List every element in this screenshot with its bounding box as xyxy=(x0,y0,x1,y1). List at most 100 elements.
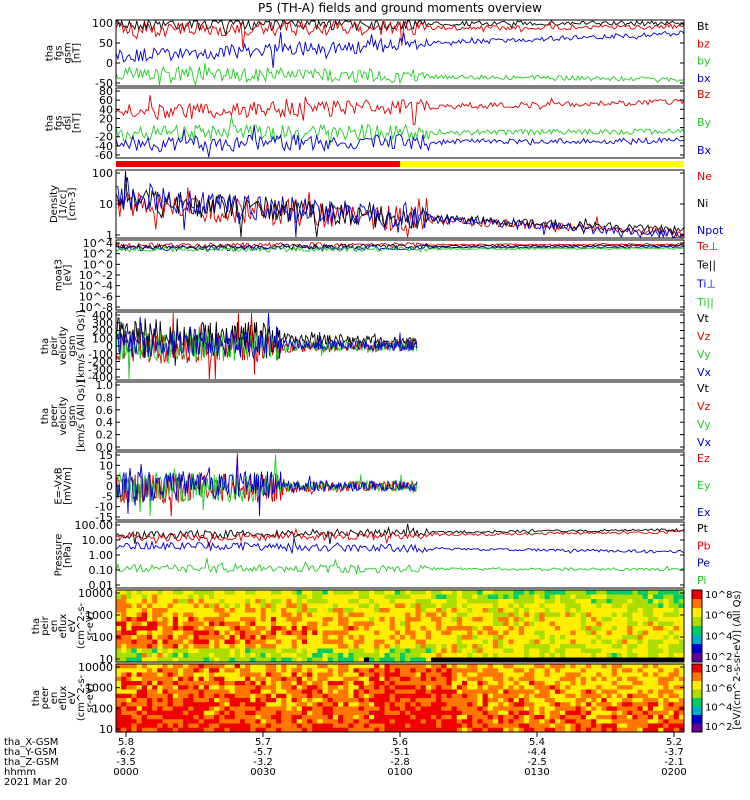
heatmap-cell xyxy=(415,719,422,724)
heatmap-cell xyxy=(616,719,623,724)
heatmap-cell xyxy=(317,635,323,640)
heatmap-cell xyxy=(270,630,277,636)
heatmap-cell xyxy=(172,698,179,703)
heatmap-cell xyxy=(637,719,644,724)
heatmap-cell xyxy=(529,685,535,690)
heatmap-cell xyxy=(157,639,163,645)
heatmap-cell xyxy=(394,710,401,716)
heatmap-cell xyxy=(611,723,618,729)
heatmap-cell xyxy=(358,693,365,699)
heatmap-cell xyxy=(317,681,323,686)
heatmap-cell xyxy=(121,685,127,690)
heatmap-cell xyxy=(126,710,132,716)
heatmap-cell xyxy=(430,590,437,595)
heatmap-cell xyxy=(678,715,685,720)
heatmap-cell xyxy=(281,723,287,729)
heatmap-cell xyxy=(317,715,323,720)
heatmap-cell xyxy=(276,668,282,673)
heatmap-cell xyxy=(198,664,205,669)
heatmap-cell xyxy=(307,702,313,707)
heatmap-cell xyxy=(472,648,478,654)
colorbar-tick-label: 10^4 xyxy=(705,631,732,642)
heatmap-cell xyxy=(508,612,514,618)
heatmap-cell xyxy=(167,664,174,669)
heatmap-cell xyxy=(570,603,576,609)
heatmap-cell xyxy=(260,617,267,622)
heatmap-cell xyxy=(415,727,422,733)
heatmap-cell xyxy=(611,644,618,649)
heatmap-cell xyxy=(467,681,473,686)
heatmap-cell xyxy=(420,672,427,678)
heatmap-cell xyxy=(358,681,365,686)
heatmap-cell xyxy=(152,594,158,600)
heatmap-cell xyxy=(461,689,468,695)
heatmap-cell xyxy=(658,727,664,733)
heatmap-cell xyxy=(152,612,158,618)
heatmap-cell xyxy=(270,599,277,604)
heatmap-cell xyxy=(136,727,143,733)
heatmap-cell xyxy=(425,710,432,716)
heatmap-cell xyxy=(467,612,473,618)
heatmap-cell xyxy=(467,723,473,729)
heatmap-cell xyxy=(208,668,215,673)
heatmap-cell xyxy=(606,668,613,673)
heatmap-cell xyxy=(503,719,509,724)
heatmap-cell xyxy=(560,612,566,618)
y-axis-label: eflux xyxy=(58,686,69,711)
heatmap-cell xyxy=(188,653,194,658)
heatmap-cell xyxy=(281,648,287,654)
heatmap-cell xyxy=(673,594,680,600)
heatmap-cell xyxy=(601,590,607,595)
y-tick-label: 0 xyxy=(106,340,113,353)
heatmap-cell xyxy=(126,681,132,686)
heatmap-cell xyxy=(596,621,602,627)
heatmap-cell xyxy=(673,644,680,649)
heatmap-cell xyxy=(167,698,174,703)
y-tick-label: 1.0 xyxy=(96,379,114,392)
heatmap-cell xyxy=(456,590,463,595)
heatmap-cell xyxy=(343,689,349,695)
heatmap-cell xyxy=(523,630,530,636)
heatmap-cell xyxy=(663,710,669,716)
heatmap-cell xyxy=(622,719,628,724)
heatmap-cell xyxy=(317,698,323,703)
heatmap-cell xyxy=(441,710,447,716)
heatmap-cell xyxy=(627,664,633,669)
heatmap-cell xyxy=(126,693,132,699)
heatmap-cell xyxy=(523,617,530,622)
heatmap-cell xyxy=(172,603,179,609)
heatmap-cell xyxy=(358,612,365,618)
heatmap-cell xyxy=(152,648,158,654)
heatmap-cell xyxy=(183,672,189,678)
heatmap-cell xyxy=(265,594,272,600)
heatmap-cell xyxy=(461,664,468,669)
heatmap-cell xyxy=(219,672,225,678)
heatmap-cell xyxy=(632,715,638,720)
heatmap-cell xyxy=(544,672,551,678)
heatmap-cell xyxy=(260,635,267,640)
heatmap-cell xyxy=(549,664,556,669)
y-tick-label: 200 xyxy=(92,325,113,338)
heatmap-cell xyxy=(549,617,556,622)
heatmap-cell xyxy=(270,608,277,613)
heatmap-cell xyxy=(565,612,571,618)
heatmap-cell xyxy=(369,668,375,673)
heatmap-cell xyxy=(353,727,360,733)
heatmap-cell xyxy=(239,698,246,703)
heatmap-cell xyxy=(276,639,282,645)
heatmap-cell xyxy=(384,672,391,678)
heatmap-cell xyxy=(400,626,406,631)
heatmap-cell xyxy=(425,668,432,673)
heatmap-cell xyxy=(436,626,442,631)
heatmap-cell xyxy=(369,603,375,609)
footer-value: 5.4 xyxy=(529,737,545,748)
heatmap-cell xyxy=(606,635,613,640)
heatmap-cell xyxy=(529,693,535,699)
heatmap-cell xyxy=(560,644,566,649)
heatmap-cell xyxy=(539,626,545,631)
heatmap-cell xyxy=(503,608,509,613)
heatmap-cell xyxy=(405,630,411,636)
heatmap-cell xyxy=(374,590,380,595)
heatmap-cell xyxy=(343,608,349,613)
heatmap-cell xyxy=(374,639,380,645)
